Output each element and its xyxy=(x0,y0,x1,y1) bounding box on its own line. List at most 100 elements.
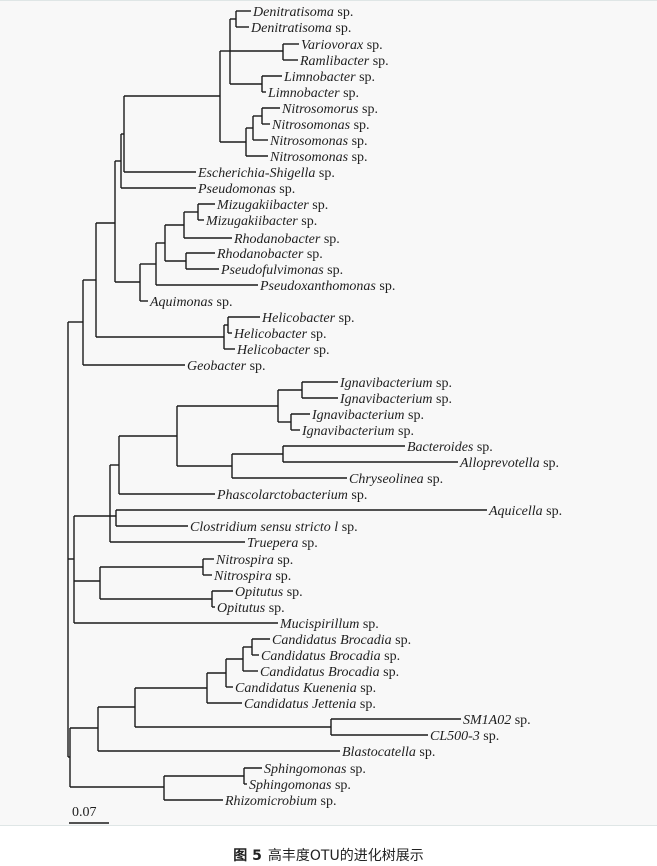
leaf-suffix: sp. xyxy=(283,585,302,600)
phylogenetic-tree-figure: Denitratisoma sp. Denitratisoma sp. Variov… xyxy=(0,0,657,826)
leaf-genus: Rhodanobacter xyxy=(233,232,321,247)
leaf-genus: Limnobacter xyxy=(267,86,340,101)
leaf-label: Truepera sp. xyxy=(247,536,318,551)
leaf-genus: Denitratisoma xyxy=(252,5,334,20)
leaf-label: Ramlibacter sp. xyxy=(299,54,389,69)
leaf-suffix: sp. xyxy=(346,762,365,777)
leaf-genus: Nitrosomonas xyxy=(271,118,351,133)
leaf-genus: Nitrosomonas xyxy=(269,150,349,165)
leaf-genus: Phascolarctobacterium xyxy=(216,488,348,503)
leaf-genus: Opitutus xyxy=(235,585,284,600)
leaf-suffix: sp. xyxy=(309,198,328,213)
leaf-genus: Ignavibacterium xyxy=(301,424,395,439)
leaf-label: Ignavibacterium sp. xyxy=(339,376,452,391)
leaf-label: Escherichia-Shigella sp. xyxy=(197,166,335,181)
leaf-genus: Nitrosomonas xyxy=(269,134,349,149)
leaf-genus: Nitrospira xyxy=(213,569,272,584)
leaf-genus: Sphingomonas xyxy=(249,778,332,793)
leaf-label: Ignavibacterium sp. xyxy=(339,392,452,407)
leaf-suffix: sp. xyxy=(348,488,367,503)
leaf-genus: Clostridium sensu stricto l xyxy=(190,520,338,535)
leaf-genus: Nitrospira xyxy=(215,553,274,568)
leaf-label: Pseudofulvimonas sp. xyxy=(220,263,343,278)
leaf-suffix: sp. xyxy=(359,102,378,117)
leaf-label: Mizugakiibacter sp. xyxy=(216,198,328,213)
figure-caption: 图 5 高丰度OTU的进化树展示 xyxy=(0,845,657,865)
leaf-suffix: sp. xyxy=(369,54,388,69)
leaf-genus: Ramlibacter xyxy=(299,54,370,69)
leaf-genus: Rhodanobacter xyxy=(216,247,304,262)
leaf-suffix: sp. xyxy=(480,729,499,744)
leaf-genus: Alloprevotella xyxy=(459,456,540,471)
leaf-label: Rhodanobacter sp. xyxy=(233,232,340,247)
leaf-label: Variovorax sp. xyxy=(301,38,383,53)
leaf-genus: Sphingomonas xyxy=(264,762,347,777)
leaf-genus: Variovorax xyxy=(301,38,364,53)
leaf-genus: Truepera xyxy=(247,536,298,551)
scale-bar: 0.07 xyxy=(69,805,109,824)
leaf-suffix: sp. xyxy=(543,504,562,519)
leaf-genus: Geobacter xyxy=(187,359,247,374)
leaf-suffix: sp. xyxy=(310,343,329,358)
leaf-suffix: sp. xyxy=(307,327,326,342)
leaf-genus: Candidatus Brocadia xyxy=(260,665,380,680)
leaf-label: Mucispirillum sp. xyxy=(279,617,379,632)
leaf-label: Denitratisoma sp. xyxy=(252,5,353,20)
leaf-suffix: sp. xyxy=(298,536,317,551)
leaf-suffix: sp. xyxy=(424,472,443,487)
leaf-genus: Blastocatella xyxy=(342,745,416,760)
leaf-label: Alloprevotella sp. xyxy=(459,456,559,471)
leaf-label: Aquimonas sp. xyxy=(149,295,232,310)
leaf-genus: Aquimonas xyxy=(149,295,214,310)
leaf-genus: CL500-3 xyxy=(430,729,480,744)
leaf-suffix: sp. xyxy=(348,150,367,165)
leaf-label: Candidatus Brocadia sp. xyxy=(260,665,399,680)
caption-text: 高丰度OTU的进化树展示 xyxy=(267,848,424,864)
leaf-suffix: sp. xyxy=(392,633,411,648)
leaf-label: Sphingomonas sp. xyxy=(264,762,366,777)
leaf-suffix: sp. xyxy=(332,21,351,36)
leaf-genus: Ignavibacterium xyxy=(311,408,405,423)
leaf-label: SM1A02 sp. xyxy=(463,713,531,728)
leaf-genus: Denitratisoma xyxy=(250,21,332,36)
leaf-suffix: sp. xyxy=(340,86,359,101)
leaf-label: Pseudoxanthomonas sp. xyxy=(259,279,395,294)
leaf-label: Nitrosomonas sp. xyxy=(269,150,368,165)
leaf-suffix: sp. xyxy=(324,263,343,278)
leaf-suffix: sp. xyxy=(363,38,382,53)
leaf-label: Ignavibacterium sp. xyxy=(311,408,424,423)
leaf-label: Rhodanobacter sp. xyxy=(216,247,323,262)
leaf-suffix: sp. xyxy=(473,440,492,455)
leaf-suffix: sp. xyxy=(511,713,530,728)
leaf-label: Opitutus sp. xyxy=(235,585,303,600)
leaf-genus: Aquicella xyxy=(488,504,543,519)
leaf-suffix: sp. xyxy=(381,649,400,664)
scale-bar-label: 0.07 xyxy=(72,805,97,820)
leaf-label: Helicobacter sp. xyxy=(233,327,327,342)
leaf-label: Opitutus sp. xyxy=(217,601,285,616)
leaf-label: Helicobacter sp. xyxy=(261,311,355,326)
leaf-suffix: sp. xyxy=(405,408,424,423)
leaf-suffix: sp. xyxy=(272,569,291,584)
leaf-suffix: sp. xyxy=(356,697,375,712)
tree-branches xyxy=(67,10,487,801)
leaf-label: Aquicella sp. xyxy=(488,504,562,519)
leaf-genus: Pseudoxanthomonas xyxy=(259,279,376,294)
leaf-label: Nitrosomonas sp. xyxy=(271,118,370,133)
leaf-genus: Helicobacter xyxy=(236,343,311,358)
leaf-genus: Escherichia-Shigella xyxy=(197,166,315,181)
leaf-label: Helicobacter sp. xyxy=(236,343,330,358)
leaf-label: Clostridium sensu stricto l sp. xyxy=(190,520,358,535)
leaf-suffix: sp. xyxy=(303,247,322,262)
leaf-suffix: sp. xyxy=(246,359,265,374)
leaf-genus: Candidatus Brocadia xyxy=(261,649,381,664)
leaf-suffix: sp. xyxy=(433,376,452,391)
leaf-genus: Mizugakiibacter xyxy=(216,198,309,213)
leaf-label: Chryseolinea sp. xyxy=(349,472,443,487)
leaf-label: Mizugakiibacter sp. xyxy=(205,214,317,229)
leaf-genus: SM1A02 xyxy=(463,713,511,728)
leaf-label: Bacteroides sp. xyxy=(407,440,493,455)
leaf-labels: Denitratisoma sp.Denitratisoma sp.Variov… xyxy=(149,5,562,809)
leaf-label: Ignavibacterium sp. xyxy=(301,424,414,439)
leaf-suffix: sp. xyxy=(317,794,336,809)
